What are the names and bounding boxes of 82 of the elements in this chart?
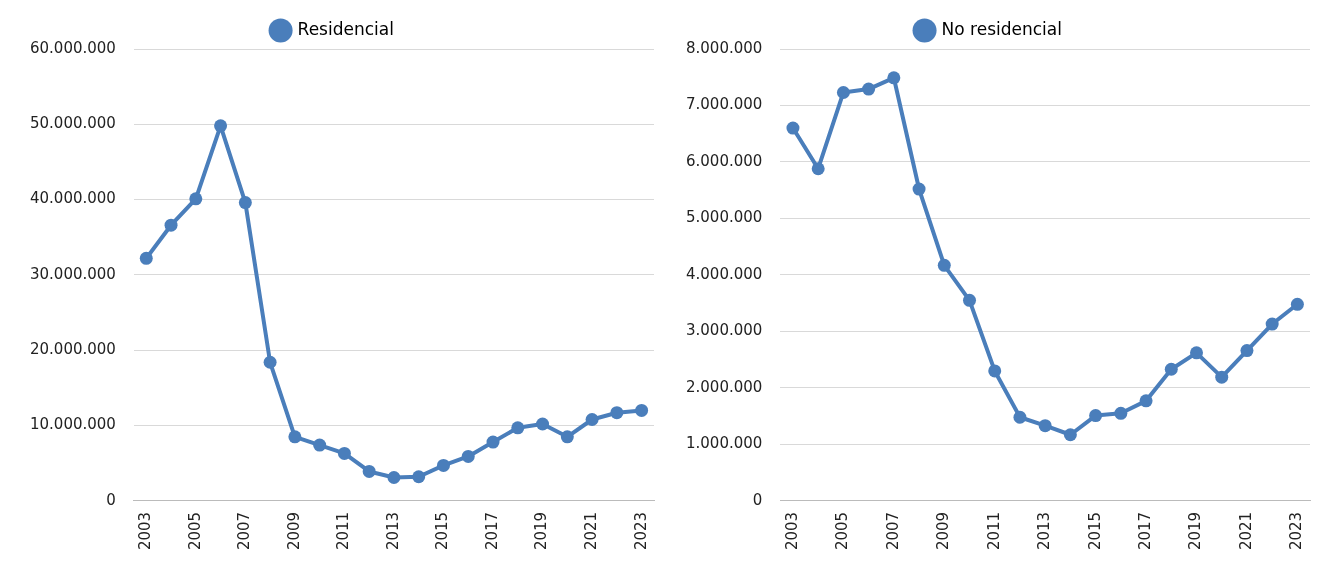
x-tick-label: 2023 bbox=[631, 511, 650, 551]
point bbox=[1013, 410, 1027, 424]
y-tick-label: 2.000.000 bbox=[686, 377, 763, 396]
point bbox=[560, 430, 574, 444]
point bbox=[436, 458, 450, 472]
point bbox=[139, 251, 153, 265]
x-tick-label: 2021 bbox=[581, 511, 600, 551]
point bbox=[963, 293, 976, 307]
point bbox=[1265, 317, 1279, 331]
x-tick-label: 2005 bbox=[185, 511, 204, 551]
point bbox=[313, 438, 327, 452]
point bbox=[1038, 419, 1052, 433]
point bbox=[238, 196, 252, 210]
y-tick-label: 0 bbox=[106, 490, 116, 509]
y-tick-label: 60.000.000 bbox=[29, 38, 116, 57]
x-tick-label: 2003 bbox=[782, 511, 801, 551]
x-tick-label: 2007 bbox=[235, 511, 254, 551]
point bbox=[362, 464, 376, 478]
x-tick-label: 2003 bbox=[136, 511, 155, 551]
point bbox=[1114, 406, 1128, 420]
x-tick-label: 2019 bbox=[1186, 511, 1205, 551]
point bbox=[263, 355, 277, 369]
point bbox=[511, 421, 525, 435]
y-tick-label: 3.000.000 bbox=[686, 321, 763, 340]
x-tick-label: 2007 bbox=[883, 511, 902, 551]
point bbox=[412, 470, 426, 484]
point bbox=[786, 121, 800, 135]
point bbox=[189, 192, 203, 206]
point bbox=[164, 218, 178, 232]
point bbox=[1240, 344, 1254, 358]
y-tick-label: 4.000.000 bbox=[686, 264, 763, 283]
y-tick-label: 7.000.000 bbox=[686, 95, 763, 114]
x-tick-label: 2015 bbox=[1085, 511, 1104, 551]
x-tick-label: 2009 bbox=[284, 511, 303, 551]
point bbox=[337, 446, 351, 460]
point bbox=[1190, 346, 1203, 360]
y-tick-label: 0 bbox=[752, 490, 763, 509]
legend-label: No residencial bbox=[941, 18, 1062, 39]
point bbox=[461, 449, 475, 463]
point bbox=[1164, 362, 1178, 376]
y-tick-label: 50.000.000 bbox=[29, 114, 116, 133]
x-tick-label: 2013 bbox=[1035, 511, 1054, 551]
y-tick-label: 5.000.000 bbox=[686, 208, 763, 227]
y-tick-label: 40.000.000 bbox=[29, 189, 116, 208]
point bbox=[585, 413, 599, 426]
point bbox=[862, 82, 876, 96]
point bbox=[937, 258, 951, 272]
x-tick-label: 2015 bbox=[433, 511, 452, 551]
x-tick-label: 2011 bbox=[984, 511, 1003, 551]
point bbox=[1089, 409, 1103, 423]
x-tick-label: 2005 bbox=[833, 511, 852, 551]
x-tick-label: 2011 bbox=[334, 511, 353, 551]
point bbox=[1290, 297, 1304, 311]
x-tick-label: 2019 bbox=[532, 511, 551, 551]
point bbox=[610, 406, 624, 420]
y-tick-label: 8.000.000 bbox=[686, 38, 763, 57]
point bbox=[486, 435, 500, 449]
y-tick-label: 1.000.000 bbox=[686, 434, 763, 453]
y-tick-label: 10.000.000 bbox=[29, 415, 116, 434]
point bbox=[536, 417, 550, 431]
y-tick-label: 20.000.000 bbox=[29, 340, 116, 359]
y-tick-label: 30.000.000 bbox=[29, 264, 116, 283]
point bbox=[635, 403, 649, 417]
x-tick-label: 2017 bbox=[1135, 511, 1154, 551]
point bbox=[288, 430, 302, 444]
legend-label: Residencial bbox=[297, 18, 394, 39]
point bbox=[1063, 428, 1077, 442]
point bbox=[912, 182, 926, 196]
point bbox=[387, 470, 401, 484]
point bbox=[214, 119, 228, 133]
x-tick-label: 2017 bbox=[482, 511, 501, 551]
point bbox=[1215, 370, 1229, 384]
point bbox=[811, 162, 825, 176]
x-tick-label: 2021 bbox=[1236, 511, 1255, 551]
y-tick-label: 6.000.000 bbox=[686, 151, 763, 170]
x-tick-label: 2023 bbox=[1287, 511, 1306, 551]
point bbox=[988, 364, 1002, 378]
x-tick-label: 2009 bbox=[934, 511, 953, 551]
point bbox=[836, 85, 850, 99]
point bbox=[887, 71, 901, 85]
point bbox=[1139, 394, 1153, 408]
x-tick-label: 2013 bbox=[383, 511, 402, 551]
